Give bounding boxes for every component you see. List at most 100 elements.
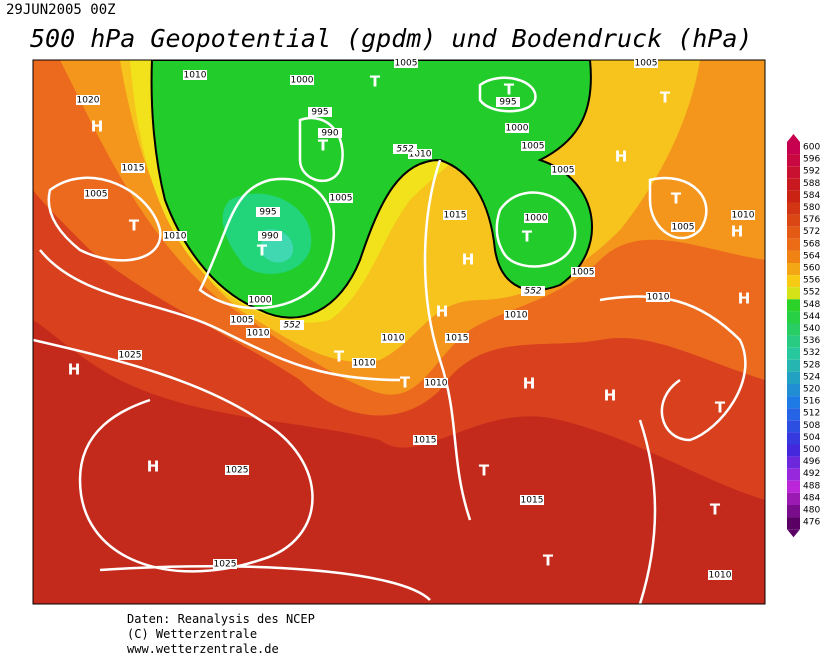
colorbar-label: 552: [803, 288, 820, 298]
colorbar-swatch: [787, 347, 800, 360]
map: [33, 60, 765, 604]
label-box: [671, 222, 695, 232]
isobar-label: 1005: [85, 190, 108, 200]
pressure-center: T: [370, 73, 381, 91]
label-box: [84, 189, 108, 199]
label-box: [731, 210, 755, 220]
colorbar-label: 600: [803, 143, 820, 153]
colorbar-label: 580: [803, 203, 820, 213]
pressure-center: T: [671, 190, 682, 208]
colorbar-label: 480: [803, 506, 820, 516]
label-box: [118, 350, 142, 360]
colorbar-swatch: [787, 214, 800, 227]
label-box: [258, 231, 282, 241]
isobar-label: 1005: [552, 166, 575, 176]
isobar-label: 1010: [247, 329, 270, 339]
label-box: [521, 141, 545, 151]
colorbar-label: 564: [803, 251, 820, 261]
isobar-label: 1000: [291, 76, 314, 86]
colorbar-label: 548: [803, 300, 820, 310]
isobar-label: 1010: [409, 150, 432, 160]
isobar-label: 1005: [635, 59, 658, 69]
pressure-center: H: [462, 251, 475, 269]
isobar-label: 990: [321, 129, 338, 139]
isobar: [298, 116, 344, 182]
colorbar-swatch: [787, 335, 800, 348]
date: 29JUN2005 00Z: [6, 2, 116, 18]
pressure-center: T: [715, 399, 726, 417]
isobar: [423, 159, 472, 521]
colorbar-swatch: [787, 263, 800, 276]
pressure-center: H: [731, 223, 744, 241]
pressure-center: H: [147, 458, 160, 476]
colorbar-label: 560: [803, 264, 820, 274]
isobar-label: 1005: [330, 194, 353, 204]
colorbar-label: 484: [803, 493, 820, 503]
colorbar-label: 584: [803, 191, 820, 201]
isobar-label: 1015: [521, 496, 544, 506]
isobar: [39, 249, 401, 382]
isobar-label: 995: [311, 108, 328, 118]
colorbar-swatch: [787, 250, 800, 263]
label-box: [634, 58, 658, 68]
colorbar-swatch: [787, 480, 800, 493]
isobar-label: 1000: [525, 214, 548, 224]
label-box: [394, 58, 418, 68]
colorbar-swatch: [787, 178, 800, 191]
pressure-center: H: [68, 361, 81, 379]
isobar-label: 1010: [164, 232, 187, 242]
label-box: [352, 358, 376, 368]
isobar-label: 1000: [506, 124, 529, 134]
isobar-label: 1015: [122, 164, 145, 174]
colorbar-label: 544: [803, 312, 820, 322]
label-box: [280, 320, 304, 330]
colorbar-label: 568: [803, 239, 820, 249]
label-box: [496, 97, 520, 107]
label-box: [225, 465, 249, 475]
colorbar-label: 572: [803, 227, 820, 237]
pressure-center: T: [257, 242, 268, 260]
pressure-center: T: [318, 137, 329, 155]
colorbar-label: 536: [803, 336, 820, 346]
pressure-center: H: [738, 290, 751, 308]
isobar: [33, 338, 314, 573]
colorbar-swatch: [787, 492, 800, 505]
label-box: [329, 193, 353, 203]
pressure-center: T: [479, 462, 490, 480]
isobar-label: 1025: [119, 351, 142, 361]
colorbar-swatch: [787, 456, 800, 469]
isobar: [478, 76, 537, 113]
label-box: [256, 207, 280, 217]
label-box: [408, 149, 432, 159]
pressure-center: T: [543, 552, 554, 570]
pressure-center: T: [334, 348, 345, 366]
isobar-label: 1010: [382, 334, 405, 344]
isobar-label: 995: [259, 208, 276, 218]
label-box: [76, 95, 100, 105]
isobar-label: 1005: [522, 142, 545, 152]
label-box: [246, 328, 270, 338]
label-box: [520, 495, 544, 505]
label-box: [551, 165, 575, 175]
label-box: [443, 210, 467, 220]
colorbar-label: 576: [803, 215, 820, 225]
isobar-label: 995: [499, 98, 516, 108]
isobar-label: 552: [396, 145, 413, 155]
label-box: [524, 213, 548, 223]
credit: Daten: Reanalysis des NCEP: [127, 612, 315, 626]
colorbar-swatch: [787, 166, 800, 179]
colorbar-swatch: [787, 226, 800, 239]
pressure-center: H: [91, 118, 104, 136]
colorbar-swatch: [787, 432, 800, 445]
isobar-label: 1010: [732, 211, 755, 221]
label-box: [393, 144, 417, 154]
colorbar-swatch: [787, 408, 800, 421]
colorbar-swatch: [787, 238, 800, 251]
pressure-center: T: [522, 228, 533, 246]
label-box: [424, 378, 448, 388]
isobar-label: 1010: [353, 359, 376, 369]
pressure-center: T: [504, 81, 515, 99]
label-box: [230, 315, 254, 325]
label-box: [308, 107, 332, 117]
